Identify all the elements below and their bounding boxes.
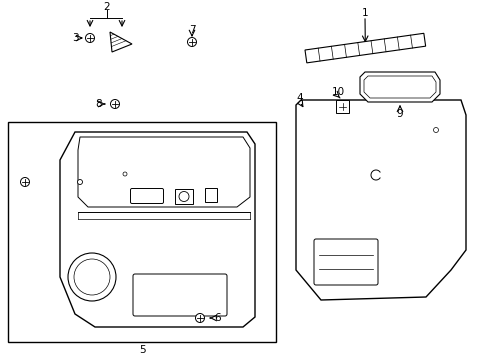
Circle shape	[195, 314, 204, 323]
Polygon shape	[305, 33, 425, 63]
Text: 1: 1	[361, 8, 367, 18]
Bar	[8, 122, 275, 342]
Bar	[175, 189, 193, 204]
Text: 3: 3	[72, 33, 78, 43]
Circle shape	[187, 37, 196, 46]
Polygon shape	[359, 72, 439, 102]
Circle shape	[68, 253, 116, 301]
Polygon shape	[60, 132, 254, 327]
Polygon shape	[363, 76, 435, 98]
Text: 7: 7	[188, 25, 195, 35]
Circle shape	[123, 172, 127, 176]
Circle shape	[433, 127, 438, 132]
Text: 2: 2	[103, 2, 110, 12]
Text: 4: 4	[296, 93, 303, 103]
FancyBboxPatch shape	[130, 189, 163, 203]
Circle shape	[20, 177, 29, 186]
Circle shape	[74, 259, 110, 295]
FancyBboxPatch shape	[133, 274, 226, 316]
Text: 5: 5	[139, 345, 145, 355]
Circle shape	[110, 99, 119, 108]
Circle shape	[179, 192, 189, 202]
Polygon shape	[110, 32, 132, 52]
Bar	[204, 188, 217, 202]
Text: 9: 9	[396, 109, 403, 119]
Text: 10: 10	[331, 87, 344, 97]
Circle shape	[77, 180, 82, 185]
Circle shape	[85, 33, 94, 42]
Polygon shape	[78, 137, 249, 207]
Text: 6: 6	[214, 313, 221, 323]
Text: 8: 8	[96, 99, 102, 109]
Bar	[335, 100, 348, 113]
Polygon shape	[295, 100, 465, 300]
FancyBboxPatch shape	[313, 239, 377, 285]
